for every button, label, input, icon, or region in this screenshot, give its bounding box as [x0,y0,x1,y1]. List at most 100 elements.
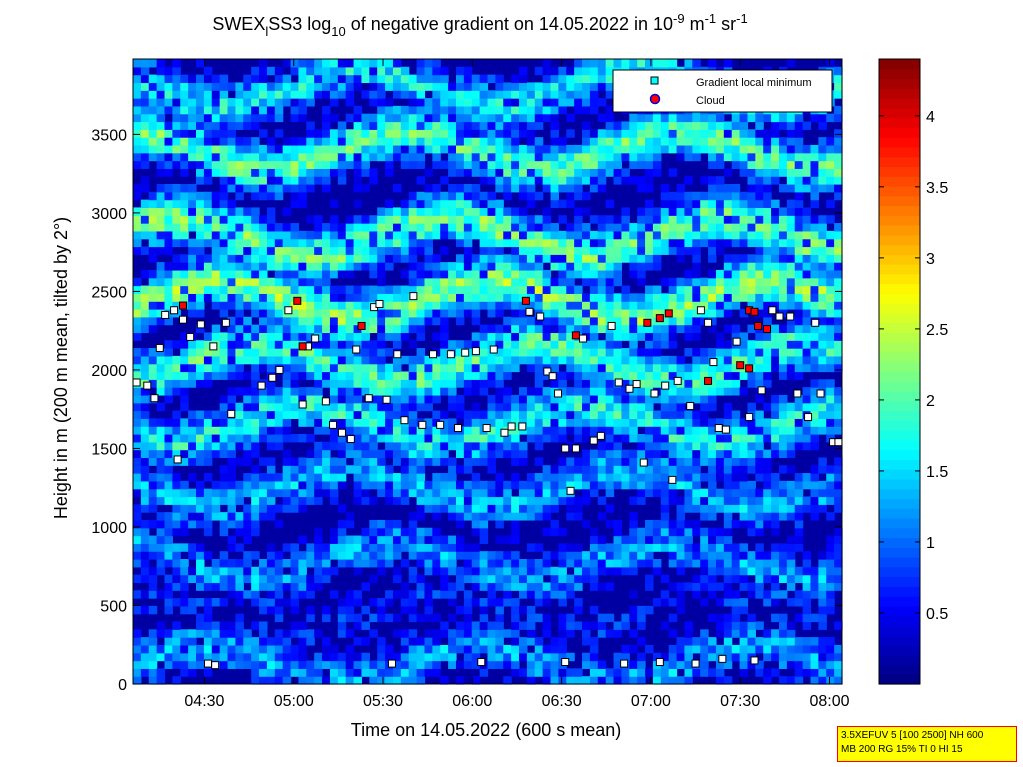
heatmap-cell [558,613,567,623]
heatmap-cell [589,543,599,552]
heatmap-cell [353,621,363,630]
heatmap-cell [345,652,355,662]
heatmap-cell [133,59,142,68]
heatmap-cell [479,191,489,201]
heatmap-cell [361,363,370,373]
heatmap-cell [645,340,654,349]
heatmap-cell [424,582,433,591]
heatmap-cell [353,668,363,677]
heatmap-cell [455,496,465,505]
heatmap-cell [385,105,394,115]
heatmap-cell [416,113,426,123]
heatmap-cell [715,598,725,607]
heatmap-cell [172,285,181,294]
heatmap-cell [723,355,733,365]
heatmap-cell [455,184,465,193]
heatmap-cell [747,465,756,474]
heatmap-cell [196,574,205,584]
heatmap-cell [503,98,512,107]
heatmap-cell [739,488,749,498]
heatmap-cell [629,590,638,599]
heatmap-cell [550,152,559,162]
heatmap-cell [290,559,300,568]
heatmap-cell [203,449,213,459]
heatmap-cell [416,215,426,224]
heatmap-cell [408,488,418,498]
heatmap-cell [322,324,331,334]
heatmap-cell [306,168,315,177]
heatmap-cell [172,441,181,451]
heatmap-cell [747,426,756,435]
heatmap-cell [140,527,150,537]
heatmap-cell [652,113,662,123]
heatmap-cell [645,238,654,248]
heatmap-cell [385,215,394,224]
heatmap-cell [511,434,520,443]
heatmap-cell [188,519,197,529]
heatmap-cell [322,574,331,584]
heatmap-cell [408,676,418,685]
heatmap-cell [471,269,481,279]
heatmap-cell [392,152,402,162]
heatmap-cell [282,262,292,271]
heatmap-cell [353,144,363,154]
heatmap-cell [448,309,457,318]
heatmap-cell [140,269,150,279]
heatmap-cell [424,66,433,76]
heatmap-cell [133,668,142,677]
heatmap-cell [227,301,237,310]
heatmap-cell [637,434,646,443]
heatmap-cell [424,215,433,224]
heatmap-cell [700,473,709,482]
heatmap-cell [463,488,473,498]
heatmap-cell [322,59,331,68]
heatmap-cell [369,457,378,466]
heatmap-cell [392,418,402,427]
heatmap-cell [259,394,268,404]
heatmap-cell [708,535,717,544]
heatmap-cell [140,144,150,154]
heatmap-cell [164,363,173,373]
heatmap-cell [731,160,741,169]
heatmap-cell [589,488,599,498]
heatmap-cell [148,637,158,646]
heatmap-cell [196,621,205,630]
heatmap-cell [448,512,457,521]
heatmap-cell [621,402,630,412]
heatmap-cell [566,160,575,169]
heatmap-cell [353,223,363,232]
heatmap-cell [558,551,567,560]
heatmap-cell [400,668,410,677]
heatmap-cell [440,418,449,427]
heatmap-cell [188,371,197,380]
heatmap-cell [282,144,292,154]
heatmap-cell [314,254,323,263]
heatmap-cell [637,277,646,287]
heatmap-cell [676,644,686,654]
heatmap-cell [266,418,276,427]
heatmap-cell [353,488,363,498]
heatmap-cell [298,410,307,419]
heatmap-cell [613,629,623,638]
heatmap-cell [534,324,544,334]
heatmap-cell [542,598,552,607]
heatmap-cell [203,191,213,201]
heatmap-cell [180,449,189,459]
heatmap-cell [684,371,693,380]
heatmap-cell [660,598,670,607]
heatmap-cell [369,230,378,240]
heatmap-cell [274,348,284,357]
heatmap-cell [621,379,630,388]
heatmap-cell [597,59,607,68]
heatmap-cell [353,402,363,412]
heatmap-cell [361,168,370,177]
heatmap-cell [487,144,496,154]
heatmap-cell [251,496,260,505]
heatmap-cell [227,660,237,669]
heatmap-cell [235,324,244,334]
heatmap-cell [708,246,717,255]
heatmap-cell [495,184,504,193]
heatmap-cell [219,512,229,521]
heatmap-cell [597,66,607,76]
heatmap-cell [645,176,654,185]
